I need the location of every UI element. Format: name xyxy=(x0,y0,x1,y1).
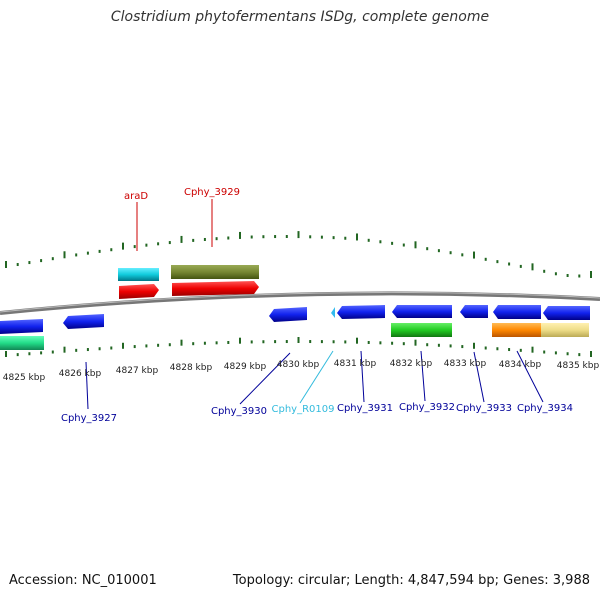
scale-label: 4834 kbp xyxy=(499,360,542,370)
scale-labels: 4825 kbp 4826 kbp 4827 kbp 4828 kbp 4829 kbp… xyxy=(3,359,600,383)
gene-feature[interactable] xyxy=(171,265,259,279)
tick-ring-bottom xyxy=(5,337,592,357)
gene-feature[interactable] xyxy=(337,305,385,319)
gene-feature[interactable] xyxy=(172,281,259,296)
gene-label[interactable]: Cphy_3932 xyxy=(399,402,455,413)
gene-label[interactable]: Cphy_3931 xyxy=(337,403,393,414)
gene-label[interactable]: Cphy_3933 xyxy=(456,403,512,414)
scale-label: 4826 kbp xyxy=(59,369,102,379)
scale-label: 4829 kbp xyxy=(224,362,267,372)
gene-feature[interactable] xyxy=(331,307,335,318)
gene-labels: araD Cphy_3929 Cphy_3927 Cphy_3930 Cphy_R010… xyxy=(61,187,573,424)
genome-backbone-highlight xyxy=(0,291,600,313)
accession-label: Accession: NC_010001 xyxy=(9,573,157,588)
scale-label: 4833 kbp xyxy=(444,359,487,369)
map-title: Clostridium phytofermentans ISDg, comple… xyxy=(110,9,490,25)
gene-label[interactable]: araD xyxy=(124,191,148,202)
gene-feature[interactable] xyxy=(269,307,307,322)
gene-feature[interactable] xyxy=(460,305,488,318)
gene-feature[interactable] xyxy=(541,323,589,337)
topology-label: Topology: circular; Length: 4,847,594 bp… xyxy=(232,573,590,588)
gene-label[interactable]: Cphy_3929 xyxy=(184,187,240,198)
gene-feature[interactable] xyxy=(543,306,590,320)
gene-feature[interactable] xyxy=(492,323,542,337)
gene-feature[interactable] xyxy=(493,305,541,319)
scale-label: 4827 kbp xyxy=(116,366,159,376)
genome-backbone xyxy=(0,291,600,315)
scale-label: 4828 kbp xyxy=(170,363,213,373)
gene-feature[interactable] xyxy=(118,268,159,281)
gene-feature[interactable] xyxy=(0,319,43,334)
gene-feature[interactable] xyxy=(392,305,452,318)
gene-label[interactable]: Cphy_3930 xyxy=(211,406,267,417)
scale-label: 4835 kbp xyxy=(557,361,600,371)
scale-label: 4825 kbp xyxy=(3,373,46,383)
label-leaders xyxy=(85,199,544,410)
gene-feature[interactable] xyxy=(63,314,104,329)
gene-label[interactable]: Cphy_3934 xyxy=(517,403,573,414)
tick-ring-top xyxy=(5,231,592,278)
gene-feature[interactable] xyxy=(391,323,452,337)
scale-label: 4831 kbp xyxy=(334,359,377,369)
gene-feature[interactable] xyxy=(0,336,44,350)
gene-feature[interactable] xyxy=(119,284,159,299)
scale-label: 4832 kbp xyxy=(390,359,433,369)
gene-label[interactable]: Cphy_3927 xyxy=(61,413,117,424)
gene-label[interactable]: Cphy_R0109 xyxy=(272,404,335,415)
scale-label: 4830 kbp xyxy=(277,360,320,370)
